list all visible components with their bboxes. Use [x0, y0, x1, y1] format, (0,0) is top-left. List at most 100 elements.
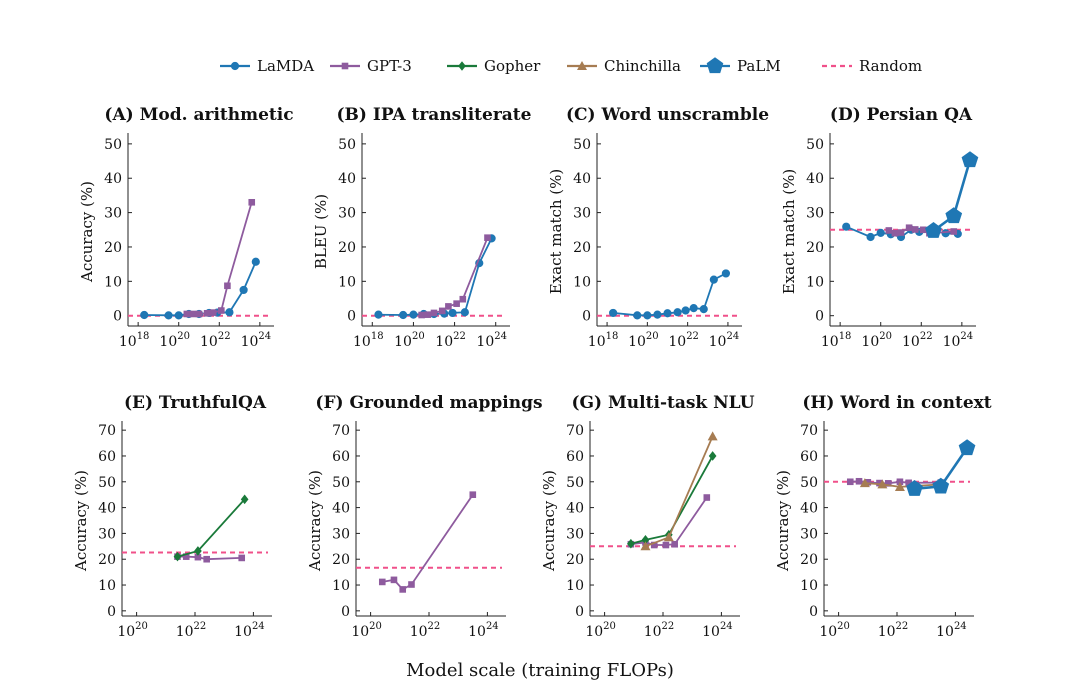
y-tick-label: 0	[575, 604, 584, 620]
y-tick-label: 60	[332, 449, 350, 465]
legend-item-gpt-3: GPT-3	[330, 57, 412, 75]
data-point-palm	[961, 151, 979, 168]
x-tick-label: 1022	[878, 621, 909, 640]
x-tick-label: 1024	[241, 331, 272, 350]
y-axis-label: Accuracy (%)	[774, 470, 792, 572]
y-tick-label: 30	[566, 526, 584, 542]
data-point-gpt-3	[671, 540, 678, 548]
panel-title: (B) IPA transliterate	[337, 105, 532, 125]
data-point-palm	[945, 207, 963, 224]
legend-label-palm: PaLM	[737, 57, 781, 75]
data-point-palm	[932, 477, 950, 494]
data-point-lamda	[876, 228, 885, 237]
x-tick-label: 1018	[588, 331, 619, 350]
data-point-lamda	[681, 306, 690, 315]
data-point-lamda	[699, 305, 708, 314]
data-point-lamda	[140, 310, 149, 320]
data-point-gpt-3	[876, 479, 883, 487]
series-line-lamda	[378, 237, 493, 316]
y-tick-label: 20	[806, 240, 824, 256]
data-point-gopher	[627, 538, 635, 549]
y-axis-label: Accuracy (%)	[540, 470, 558, 572]
data-point-gpt-3	[424, 311, 432, 318]
legend-label-gpt-3: GPT-3	[367, 57, 412, 75]
y-tick-label: 20	[104, 240, 122, 256]
y-tick-label: 20	[573, 240, 591, 256]
legend-marker-palm	[706, 57, 724, 74]
y-tick-label: 70	[98, 423, 116, 439]
y-axis-label: Accuracy (%)	[306, 470, 324, 572]
data-point-gpt-3	[891, 229, 899, 237]
series-lamda	[374, 234, 496, 320]
data-point-lamda	[941, 229, 950, 238]
y-tick-label: 30	[332, 526, 350, 542]
y-tick-label: 40	[566, 501, 584, 517]
data-point-gopher	[641, 535, 650, 545]
data-point-gpt-3	[905, 224, 913, 232]
y-tick-label: 20	[338, 240, 356, 256]
x-tick-label: 1024	[234, 621, 265, 640]
data-point-gpt-3	[703, 494, 711, 501]
y-tick-label: 60	[800, 449, 818, 465]
data-point-gpt-3	[418, 311, 425, 319]
y-tick-label: 10	[104, 274, 122, 290]
data-point-gpt-3	[203, 309, 211, 317]
data-point-gpt-3	[453, 300, 460, 307]
shared-x-axis-label: Model scale (training FLOPs)	[406, 660, 674, 681]
panel-title: (G) Multi-task NLU	[571, 393, 754, 413]
legend-item-palm: PaLM	[700, 57, 781, 75]
data-point-gpt-3	[182, 553, 190, 560]
data-point-lamda	[225, 308, 234, 317]
x-tick-label: 1020	[628, 331, 659, 350]
data-point-gpt-3	[864, 479, 872, 486]
y-tick-label: 50	[98, 475, 116, 491]
data-point-gpt-3	[846, 478, 854, 486]
data-point-lamda	[374, 310, 383, 319]
data-point-lamda	[239, 285, 248, 295]
x-tick-label: 1024	[943, 331, 974, 350]
y-tick-label: 0	[341, 604, 350, 620]
data-point-chinchilla	[663, 532, 674, 542]
data-point-gopher	[194, 546, 202, 556]
data-point-chinchilla	[707, 431, 718, 441]
x-tick-label: 1022	[410, 621, 441, 640]
panel-f-grounded-mappings: (F) Grounded mappings0102030405060701020…	[306, 393, 543, 640]
data-point-gpt-3	[248, 198, 256, 206]
data-point-palm	[958, 439, 976, 456]
y-tick-label: 40	[338, 171, 356, 187]
data-point-palm	[925, 222, 942, 238]
data-point-gpt-3	[438, 307, 446, 315]
data-point-gpt-3	[430, 309, 438, 317]
y-tick-label: 50	[338, 137, 356, 153]
legend-label-lamda: LaMDA	[257, 57, 314, 75]
y-tick-label: 20	[800, 552, 818, 568]
data-point-gpt-3	[408, 581, 415, 588]
panel-title: (A) Mod. arithmetic	[104, 105, 293, 125]
y-tick-label: 70	[332, 423, 350, 439]
legend-marker-gopher	[458, 61, 466, 71]
y-tick-label: 40	[332, 501, 350, 517]
data-point-lamda	[842, 222, 851, 231]
y-tick-label: 0	[582, 309, 591, 325]
series-line-gopher	[630, 455, 714, 545]
series-palm	[925, 151, 979, 238]
data-point-lamda	[663, 309, 672, 318]
data-point-lamda	[251, 257, 260, 266]
y-tick-label: 0	[113, 309, 122, 325]
data-point-lamda	[460, 308, 469, 317]
x-tick-label: 1024	[476, 331, 507, 350]
x-tick-label: 1022	[644, 621, 675, 640]
y-tick-label: 70	[800, 423, 818, 439]
data-point-gpt-3	[224, 282, 231, 290]
data-point-gpt-3	[469, 491, 477, 498]
x-tick-label: 1018	[821, 331, 852, 350]
series-palm	[906, 439, 976, 496]
data-point-gpt-3	[189, 310, 197, 318]
data-point-lamda	[709, 275, 718, 284]
legend-marker-lamda	[230, 61, 240, 71]
x-tick-label: 1020	[819, 621, 850, 640]
y-tick-label: 10	[806, 274, 824, 290]
y-tick-label: 10	[566, 578, 584, 594]
